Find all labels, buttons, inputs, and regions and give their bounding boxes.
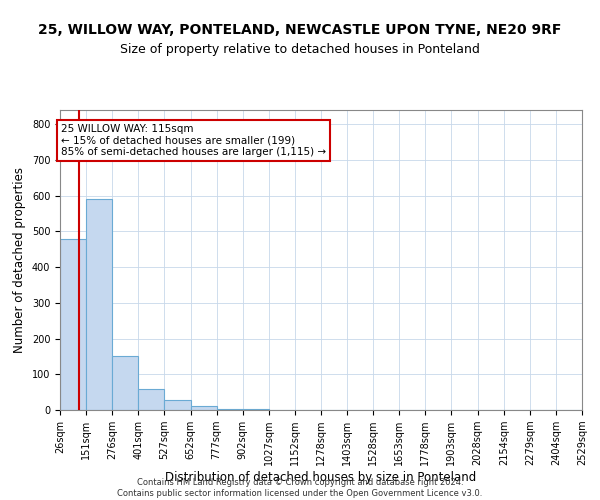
Bar	[138, 388, 164, 410]
Text: 25 WILLOW WAY: 115sqm
← 15% of detached houses are smaller (199)
85% of semi-det: 25 WILLOW WAY: 115sqm ← 15% of detached …	[61, 124, 326, 157]
Y-axis label: Number of detached properties: Number of detached properties	[13, 167, 26, 353]
Bar	[86, 200, 112, 410]
Text: Contains HM Land Registry data © Crown copyright and database right 2024.
Contai: Contains HM Land Registry data © Crown c…	[118, 478, 482, 498]
Text: 25, WILLOW WAY, PONTELAND, NEWCASTLE UPON TYNE, NE20 9RF: 25, WILLOW WAY, PONTELAND, NEWCASTLE UPO…	[38, 22, 562, 36]
X-axis label: Distribution of detached houses by size in Ponteland: Distribution of detached houses by size …	[166, 471, 476, 484]
Bar	[60, 238, 86, 410]
Bar	[217, 408, 242, 410]
Text: Size of property relative to detached houses in Ponteland: Size of property relative to detached ho…	[120, 42, 480, 56]
Bar	[112, 356, 138, 410]
Bar	[164, 400, 191, 410]
Bar	[191, 406, 217, 410]
